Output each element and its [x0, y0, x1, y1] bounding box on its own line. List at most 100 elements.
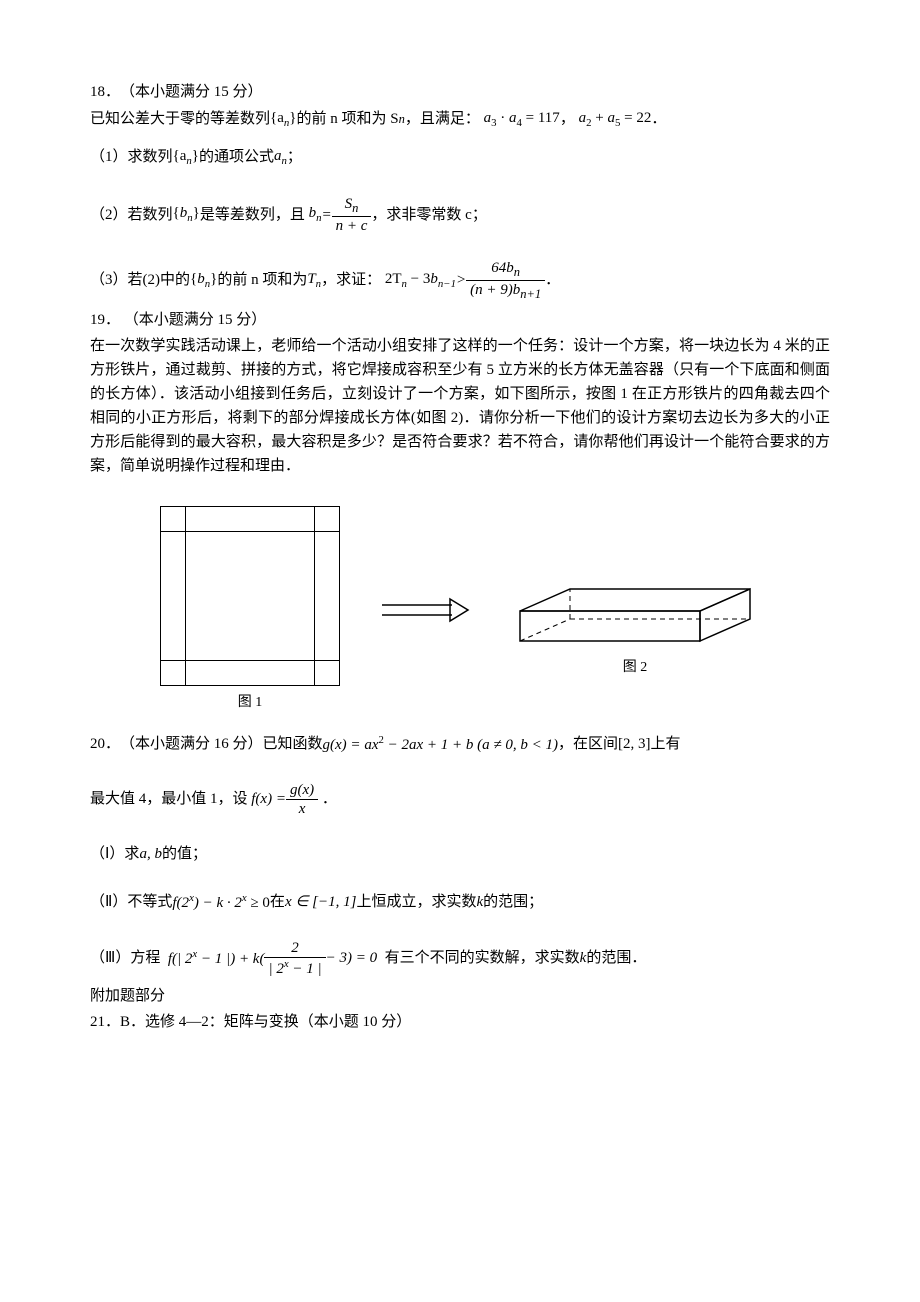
p3-num-64b: 64b	[491, 260, 514, 276]
figure-1-label: 图 1	[238, 692, 263, 714]
q20p1-ab: a, b	[139, 842, 162, 866]
figure-2-col: 图 2	[510, 541, 760, 679]
q18p2-bn: bn	[309, 201, 322, 227]
q18p1-label: （1）求数列	[90, 145, 173, 169]
q20p3-eq: f(| 2x − 1 |) + k(	[168, 946, 265, 971]
q20p3-suffix: 有三个不同的实数解，求实数	[385, 946, 580, 970]
arrow-icon	[380, 597, 470, 623]
q20p1-label: （Ⅰ）求	[90, 842, 139, 866]
p3-den-plus: + 9)	[483, 282, 513, 298]
question-19: 19． （本小题满分 15 分） 在一次数学实践活动课上，老师给一个活动小组安排…	[90, 308, 830, 714]
g-lhs: g(x) =	[323, 737, 365, 753]
c2-eq: = 22	[620, 110, 651, 126]
p3-f: f(	[168, 951, 177, 967]
q20-f-lhs: f(x) =	[251, 787, 286, 811]
q18p3-label: （3）若(2)中的	[90, 268, 190, 292]
p3-minus3: − 3) = 0	[326, 946, 378, 970]
q20p3-frac: 2 | 2x − 1 |	[264, 939, 325, 978]
c2-plus: +	[591, 110, 607, 126]
p3-plusk: + k(	[235, 951, 264, 967]
q18-intro: 已知公差大于零的等差数列 {an} 的前 n 项和为 Sn ，且满足： a3 ·…	[90, 106, 830, 132]
p2-ge0: ≥ 0	[247, 895, 270, 911]
p3-minus3: − 3	[407, 271, 430, 287]
q18-period: ．	[651, 107, 666, 131]
q18p3-lhs: 2Tn − 3bn−1	[385, 267, 456, 293]
q18-intro-prefix: 已知公差大于零的等差数列	[90, 107, 270, 131]
q20-part2: （Ⅱ）不等式 f(2x) − k · 2x ≥ 0 在 x ∈ [−1, 1] …	[90, 890, 830, 915]
q20p2-end: 的范围；	[483, 890, 543, 914]
q18p1-an: an	[274, 144, 287, 170]
q18-part1: （1）求数列 {an} 的通项公式 an ；	[90, 144, 830, 170]
set-an-close: }	[289, 110, 296, 126]
q20-part3: （Ⅲ）方程 f(| 2x − 1 |) + k( 2 | 2x − 1 | − …	[90, 939, 830, 978]
q18p3-mid1: 的前 n 项和为	[217, 268, 307, 292]
q18-cond2: a2 + a5 = 22	[579, 106, 652, 132]
q20p2-ineq: f(2x) − k · 2x ≥ 0	[172, 890, 270, 915]
q20-interval-suffix: 上有	[651, 732, 681, 756]
q18-intro-suffix: ，且满足：	[405, 107, 480, 131]
q18p3-mid2: ，求证：	[321, 268, 381, 292]
q18p3-frac: 64bn (n + 9)bn+1	[466, 259, 545, 302]
f-num: g(x)	[286, 781, 318, 800]
q20p2-label: （Ⅱ）不等式	[90, 890, 172, 914]
q18-part3: （3）若(2)中的 {bn} 的前 n 项和为 Tn ，求证： 2Tn − 3b…	[90, 259, 830, 302]
q20p2-suffix: 上恒成立，求实数	[356, 890, 476, 914]
c2-a5: a	[607, 110, 615, 126]
q20-line2: 最大值 4，最小值 1，设 f(x) = g(x) x ．	[90, 781, 830, 818]
q19-points: （本小题满分 15 分）	[124, 312, 267, 328]
q20-line2-suffix: ．	[322, 787, 337, 811]
q20-number: 20．	[90, 732, 120, 756]
c2-a2: a	[579, 110, 587, 126]
q18p1-suffix: ；	[287, 145, 302, 169]
q20p3-label: （Ⅲ）方程	[90, 946, 160, 970]
p2-den-n: n	[336, 218, 344, 234]
q18p2-suffix: ，求非零常数 c；	[371, 203, 486, 227]
q20p3-k: k	[580, 946, 587, 970]
q20-interval: [2, 3]	[618, 732, 651, 756]
p3-num-sub: n	[514, 265, 520, 279]
q20-f-frac: g(x) x	[286, 781, 318, 818]
q20p2-mid: 在	[270, 890, 285, 914]
p3-gt: >	[456, 268, 466, 292]
set-an: {an}	[270, 106, 296, 132]
set-an2-close: }	[192, 148, 199, 164]
q20p2-domain: x ∈ [−1, 1]	[285, 890, 357, 914]
c1-a3: a	[484, 110, 492, 126]
p2-bn-b: b	[309, 205, 317, 221]
appendix-line: 21．B．选修 4—2：矩阵与变换（本小题 10 分）	[90, 1010, 830, 1034]
p3-den-r: − 1 |	[289, 961, 322, 977]
appendix-title: 附加题部分	[90, 984, 830, 1008]
q20p2-k: k	[476, 890, 483, 914]
q19-header: 19． （本小题满分 15 分）	[90, 308, 830, 332]
set-an2-open: {a	[173, 148, 187, 164]
p2-k2: − k · 2	[199, 895, 242, 911]
p2-f2: f(2	[172, 895, 189, 911]
figure-2-label: 图 2	[623, 657, 648, 679]
q18-intro-mid: 的前 n 项和为 S	[296, 107, 398, 131]
q20-interval-prefix: ，在区间	[558, 732, 618, 756]
appendix: 附加题部分 21．B．选修 4—2：矩阵与变换（本小题 10 分）	[90, 984, 830, 1034]
q18-part2: （2）若数列 {bn} 是等差数列，且 bn = Sn n + c ，求非零常数…	[90, 195, 830, 235]
q18-points: （本小题满分 15 分）	[120, 80, 263, 104]
c1-a4: a	[509, 110, 517, 126]
p3-2T: 2T	[385, 271, 402, 287]
g-ax: ax	[364, 737, 378, 753]
q19-number: 19．	[90, 312, 120, 328]
q18p3-Tn: Tn	[307, 267, 321, 293]
p3-Tn-T: T	[307, 271, 315, 287]
q20p1-suffix: 的值；	[162, 842, 207, 866]
c1-eq: = 117	[522, 110, 560, 126]
p3-b: b	[430, 271, 438, 287]
figure-2	[510, 541, 760, 651]
q20p3-end: 的范围．	[586, 946, 646, 970]
q18-number: 18．	[90, 80, 120, 104]
q20-header: 20． （本小题满分 16 分）已知函数 g(x) = ax2 − 2ax + …	[90, 732, 830, 757]
q20-points: （本小题满分 16 分）已知函数	[120, 732, 323, 756]
set-bn2-b: b	[197, 271, 205, 287]
p2-den-plus: +	[343, 218, 361, 234]
q20-part1: （Ⅰ）求 a, b 的值；	[90, 842, 830, 866]
q20-g-def: g(x) = ax2 − 2ax + 1 + b (a ≠ 0, b < 1)	[323, 732, 558, 757]
q18p3-period: ．	[545, 268, 560, 292]
q19-body: 在一次数学实践活动课上，老师给一个活动小组安排了这样的一个任务：设计一个方案，将…	[90, 334, 830, 478]
p3-den-b-sub: n+1	[520, 287, 541, 301]
